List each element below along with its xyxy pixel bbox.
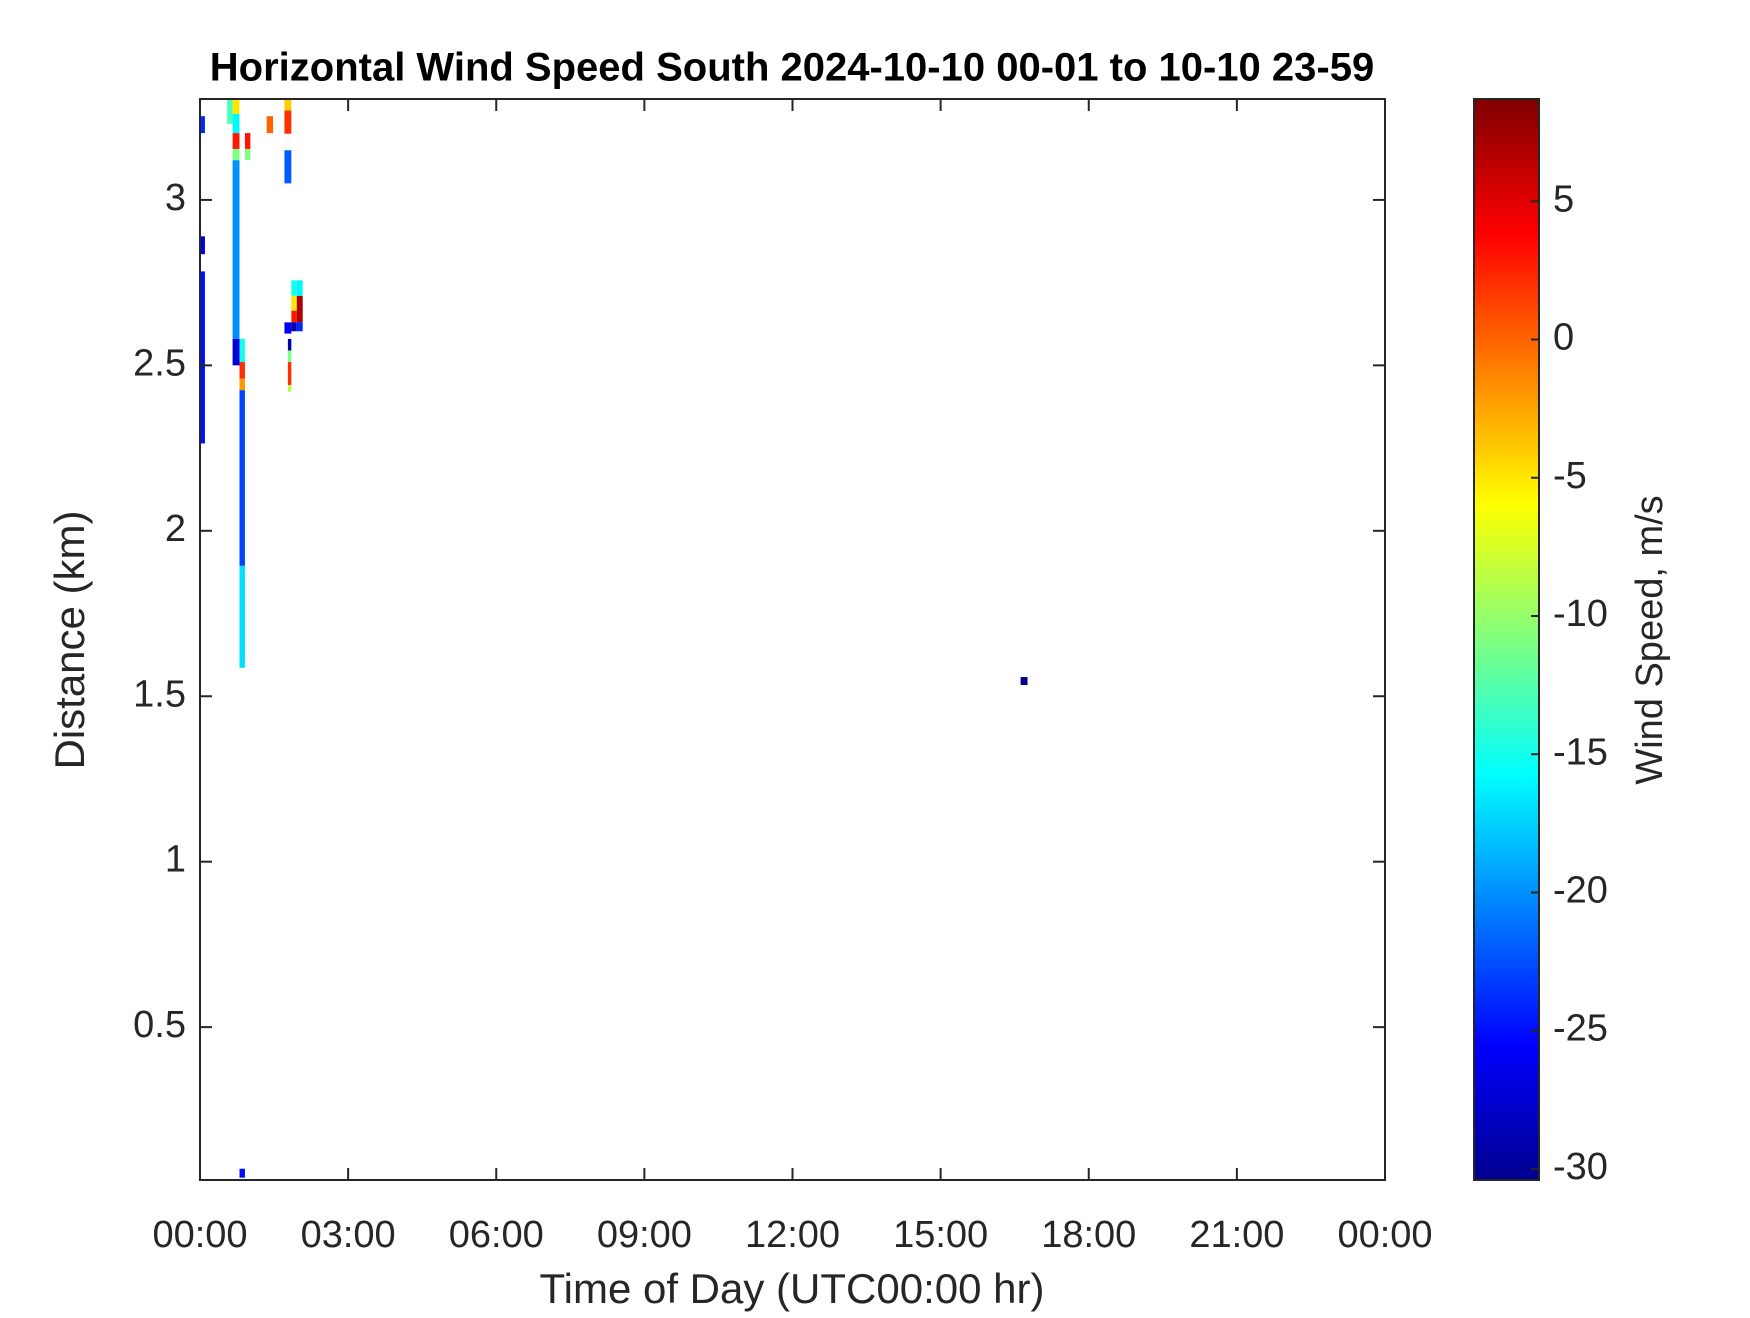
heatmap-cell [227,99,233,124]
heatmap-cell [291,280,297,296]
heatmap-cell [232,338,240,366]
heatmap-cell [232,99,240,114]
heatmap-cell [200,271,205,444]
heatmap-cell [244,148,251,161]
y-tick-label: 2 [165,508,186,550]
colorbar-tick-label: -5 [1553,455,1587,497]
heatmap-cell [284,322,292,334]
heatmap-cell [287,338,292,351]
x-tick-label: 03:00 [301,1214,396,1256]
x-tick-label: 12:00 [745,1214,840,1256]
y-tick-label: 2.5 [133,342,186,384]
heatmap-cell [239,1168,245,1178]
heatmap-cell [244,133,251,149]
y-tick-label: 3 [165,177,186,219]
heatmap-cell [266,116,274,134]
colorbar-tick-label: 0 [1553,317,1574,359]
heatmap-cell [232,113,240,134]
heatmap-cell [200,116,205,134]
colorbar-label: Wind Speed, m/s [1629,495,1671,784]
heatmap-cell [287,385,292,392]
heatmap-cell [239,362,245,379]
heatmap-cell [284,150,292,184]
colorbar-tick-label: -20 [1553,870,1608,912]
heatmap-cell [296,295,303,323]
x-tick-label: 15:00 [893,1214,988,1256]
chart-title: Horizontal Wind Speed South 2024-10-10 0… [210,46,1374,90]
y-tick-label: 0.5 [133,1004,186,1046]
heatmap-cell [232,160,240,339]
heatmap-cell [287,362,292,386]
x-tick-label: 21:00 [1189,1214,1284,1256]
x-tick-label: 06:00 [449,1214,544,1256]
y-axis-label: Distance (km) [46,510,93,769]
x-tick-label: 18:00 [1041,1214,1136,1256]
colorbar-tick-label: -25 [1553,1008,1608,1050]
heatmap-cell [287,350,292,363]
heatmap-cell [232,133,240,149]
y-tick-label: 1 [165,839,186,881]
heatmap-cell [239,378,245,391]
colorbar-tick-label: -30 [1553,1146,1608,1188]
heatmap-cell [232,148,240,161]
heatmap-cell [239,338,245,363]
heatmap-cell [291,322,297,332]
colorbar [1473,98,1540,1181]
heatmap-cell [296,322,303,332]
heatmap-cell [291,310,297,323]
heatmap-cell [291,295,297,311]
heatmap-cell [284,99,292,111]
x-tick-label: 00:00 [1337,1214,1432,1256]
y-tick-label: 1.5 [133,673,186,715]
heatmap-cell [200,236,205,255]
heatmap-cell [296,280,303,296]
heatmap-cell [1020,677,1028,685]
heatmap-cell [239,565,245,668]
heatmap-cell [239,390,245,566]
x-axis-label: Time of Day (UTC00:00 hr) [540,1265,1045,1312]
x-tick-label: 09:00 [597,1214,692,1256]
heatmap-cell [284,110,292,134]
colorbar-tick-label: -15 [1553,731,1608,773]
x-tick-label: 00:00 [152,1214,247,1256]
colorbar-tick-label: 5 [1553,178,1574,220]
colorbar-tick-label: -10 [1553,593,1608,635]
